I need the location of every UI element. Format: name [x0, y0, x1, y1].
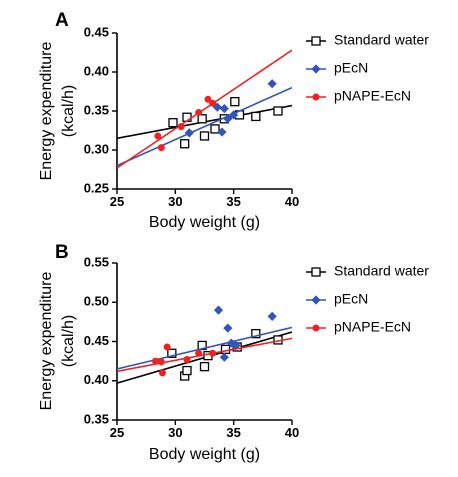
panel-a-data-point [177, 123, 185, 131]
panel-a-ytick-label: 0.25 [84, 180, 109, 195]
panel-b-series-1 [117, 305, 292, 370]
panel-a-data-point [157, 144, 165, 152]
panel-a-data-point [251, 111, 261, 122]
panel-a-data-point [184, 128, 194, 138]
panel-b-series-0 [117, 328, 292, 384]
panel-b-legend-label: Standard water [334, 263, 429, 279]
panel-a-legend-marker [311, 64, 321, 74]
panel-a-data-point [204, 95, 212, 103]
panel-a-fit-line-2 [117, 49, 292, 169]
panel-b-ytick-label: 0.35 [84, 411, 109, 426]
panel-b: B 0.35 0.40 0.45 0.50 0.55 25 30 35 40 Body weight… [38, 242, 429, 463]
panel-b-data-point [163, 343, 171, 351]
panel-b-label: B [55, 242, 69, 263]
panel-b-data-point [183, 356, 191, 364]
panel-a-series-2 [117, 49, 292, 169]
panel-b-x-axis-title: Body weight (g) [149, 446, 260, 463]
panel-b-legend-label: pNAPE-EcN [334, 319, 411, 335]
panel-a-data-point [217, 127, 227, 137]
panel-a-legend-label: Standard water [334, 32, 429, 48]
panel-b-legend-marker [312, 324, 320, 332]
panel-a-data-point [197, 114, 207, 124]
panel-b-legend-item-1: pEcN [306, 291, 368, 307]
panel-a-legend-label: pEcN [334, 60, 368, 76]
panel-b-legend-item-2: pNAPE-EcN [306, 319, 411, 335]
panel-a-y-axis-title-unit: (kcal/h) [60, 85, 77, 137]
panel-b-fit-line-1 [117, 326, 292, 370]
panel-a: A 0.25 0.30 0.35 0.40 0.45 25 30 35 40 Body weight… [38, 10, 429, 231]
panel-a-label: A [55, 10, 69, 31]
panel-a-data-point [180, 139, 190, 149]
panel-b-xtick-label: 30 [168, 425, 182, 440]
panel-a-ytick-label: 0.45 [84, 24, 109, 39]
panel-b-y-axis-title-unit: (kcal/h) [60, 315, 77, 367]
panel-a-data-point [209, 99, 217, 107]
panel-a-ytick-label: 0.35 [84, 102, 109, 117]
panel-a-ytick-label: 0.40 [84, 63, 109, 78]
panel-a-xtick-label: 25 [110, 194, 124, 209]
panel-a-xtick-label: 30 [168, 194, 182, 209]
panel-a-data-point [273, 106, 283, 116]
panel-b-fit-line-2 [117, 337, 292, 373]
panel-b-ytick-label: 0.55 [84, 254, 109, 269]
panel-b-data-point [223, 323, 233, 333]
panel-b-data-point [231, 340, 241, 351]
panel-a-data-point [195, 109, 203, 117]
panel-a-data-point [230, 96, 240, 107]
panel-b-data-point [267, 311, 277, 321]
panel-a-data-point [154, 132, 162, 140]
panel-a-legend-item-0: Standard water [306, 32, 429, 48]
panel-b-data-point [251, 328, 261, 339]
panel-a-xtick-label: 40 [285, 194, 299, 209]
panel-b-data-point [219, 352, 229, 362]
panel-b-data-point [213, 305, 224, 315]
panel-a-data-point [210, 124, 220, 134]
panel-b-data-point [152, 357, 159, 365]
panel-b-xtick-label: 35 [226, 425, 240, 440]
panel-a-data-point [199, 131, 210, 141]
panel-a-data-point [219, 104, 229, 114]
panel-a-data-point [223, 114, 233, 124]
panel-a-data-point [229, 110, 239, 120]
panel-a-series-0 [117, 96, 292, 149]
panel-b-data-point [195, 349, 203, 357]
panel-b-legend-label: pEcN [334, 291, 368, 307]
panel-a-legend-marker [312, 93, 320, 101]
panel-a-legend-marker [311, 36, 321, 46]
panel-a-xtick-label: 35 [226, 194, 240, 209]
panel-b-legend-marker [311, 267, 321, 277]
panel-a-legend-item-2: pNAPE-EcN [306, 88, 411, 104]
panel-a-y-axis-title: Energy expenditure [38, 42, 55, 181]
panel-b-data-point [199, 361, 210, 372]
panel-b-series-2 [117, 337, 292, 377]
panel-a-x-axis-title: Body weight (g) [149, 214, 260, 231]
panel-a-data-point [267, 79, 277, 89]
panel-a-legend-label: pNAPE-EcN [334, 88, 411, 104]
panel-a-data-point [168, 118, 178, 128]
panel-b-data-point [182, 365, 192, 376]
panel-a-fit-line-1 [117, 86, 292, 167]
panel-a-ytick-label: 0.30 [84, 141, 109, 156]
panel-b-ytick-label: 0.40 [84, 372, 109, 387]
panel-a-legend-item-1: pEcN [306, 60, 368, 76]
panel-b-y-axis-title: Energy expenditure [38, 272, 55, 411]
panel-b-data-point [159, 369, 166, 377]
panel-b-ytick-label: 0.45 [84, 333, 109, 348]
panel-b-legend-item-0: Standard water [306, 263, 429, 279]
panel-b-legend-marker [311, 295, 321, 305]
panel-b-data-point [167, 348, 177, 358]
panel-b-data-point [157, 358, 165, 366]
panel-b-xtick-label: 40 [285, 425, 299, 440]
panel-b-ytick-label: 0.50 [84, 294, 109, 309]
panel-b-xtick-label: 25 [110, 425, 124, 440]
panel-b-data-point [209, 349, 217, 357]
